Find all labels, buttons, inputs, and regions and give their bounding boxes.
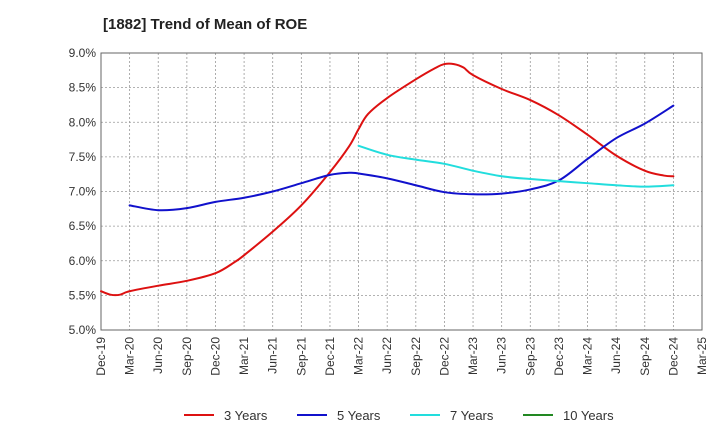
x-tick-label: Dec-22 bbox=[437, 337, 451, 376]
x-axis-ticks: Dec-19 Mar-20 Jun-20 Sep-20 Dec-20 Mar-21 Jun-… bbox=[94, 337, 709, 376]
y-tick-label: 7.5% bbox=[69, 150, 97, 164]
plot-frame bbox=[100, 52, 703, 331]
x-tick-label: Jun-23 bbox=[495, 337, 509, 374]
y-tick-label: 6.5% bbox=[69, 219, 97, 233]
x-tick-label: Sep-22 bbox=[409, 337, 423, 376]
series-line-3-years bbox=[100, 62, 675, 297]
x-tick-label: Dec-19 bbox=[94, 337, 108, 376]
x-tick-label: Mar-25 bbox=[695, 337, 709, 375]
x-tick-label: Sep-23 bbox=[523, 337, 537, 376]
y-tick-label: 9.0% bbox=[69, 46, 97, 60]
y-axis-ticks: 5.0% 5.5% 6.0% 6.5% 7.0% 7.5% 8.0% 8.5% 9.0% bbox=[69, 46, 97, 337]
legend-label-7-years: 7 Years bbox=[450, 408, 494, 423]
legend-label-5-years: 5 Years bbox=[337, 408, 381, 423]
x-tick-label: Jun-20 bbox=[151, 337, 165, 374]
grid-layer bbox=[100, 52, 703, 331]
x-tick-label: Dec-23 bbox=[552, 337, 566, 376]
y-tick-label: 8.0% bbox=[69, 115, 97, 129]
y-tick-label: 6.0% bbox=[69, 254, 97, 268]
x-tick-label: Mar-23 bbox=[466, 337, 480, 375]
y-tick-label: 7.0% bbox=[69, 185, 97, 199]
x-tick-label: Mar-24 bbox=[581, 337, 595, 375]
series-layer bbox=[100, 62, 675, 297]
x-tick-label: Dec-21 bbox=[323, 337, 337, 376]
x-tick-label: Mar-22 bbox=[352, 337, 366, 375]
series-line-5-years bbox=[128, 104, 675, 212]
x-tick-label: Sep-24 bbox=[638, 337, 652, 376]
legend-label-3-years: 3 Years bbox=[224, 408, 268, 423]
x-tick-label: Jun-24 bbox=[609, 337, 623, 374]
y-tick-label: 5.5% bbox=[69, 288, 97, 302]
y-tick-label: 5.0% bbox=[69, 323, 97, 337]
chart-title: [1882] Trend of Mean of ROE bbox=[103, 16, 307, 33]
y-tick-label: 8.5% bbox=[69, 81, 97, 95]
x-tick-label: Dec-24 bbox=[666, 337, 680, 376]
legend-label-10-years: 10 Years bbox=[563, 408, 614, 423]
x-tick-label: Jun-21 bbox=[266, 337, 280, 374]
x-tick-label: Jun-22 bbox=[380, 337, 394, 374]
series-line-7-years bbox=[357, 144, 675, 188]
x-tick-label: Sep-21 bbox=[294, 337, 308, 376]
legend: 3 Years 5 Years 7 Years 10 Years bbox=[184, 408, 614, 423]
x-tick-label: Mar-21 bbox=[237, 337, 251, 375]
x-tick-label: Dec-20 bbox=[208, 337, 222, 376]
x-tick-label: Sep-20 bbox=[180, 337, 194, 376]
x-tick-label: Mar-20 bbox=[123, 337, 137, 375]
